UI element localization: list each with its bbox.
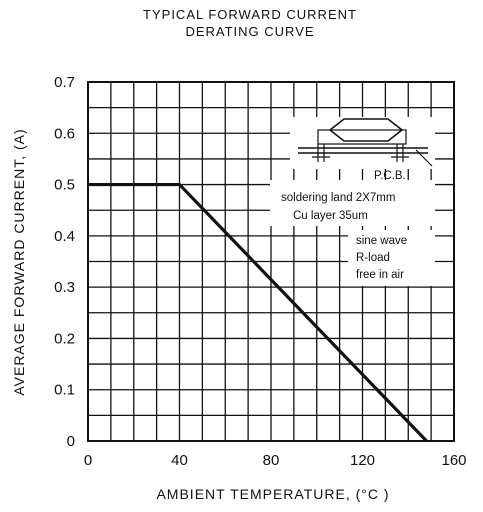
annotation-panel: P.C.B. soldering land 2X7mm Cu layer 35u… [270, 117, 435, 286]
pcb-diagram-background [290, 117, 435, 169]
y-tick-label: 0.3 [54, 279, 75, 296]
y-tick-label: 0.5 [54, 177, 75, 194]
x-tick-label: 160 [441, 452, 466, 469]
pcb-diagram-icon [298, 118, 433, 167]
chart-title-line-2: DERATING CURVE [185, 24, 314, 39]
x-tick-label: 120 [350, 452, 375, 469]
y-tick-label: 0.2 [54, 330, 75, 347]
component-leads-frame [317, 129, 407, 145]
y-tick-label: 0.6 [54, 125, 75, 142]
solder-land-note: soldering land 2X7mm [281, 192, 395, 204]
pcb-label: P.C.B. [374, 170, 406, 182]
free-air-note: free in air [356, 269, 404, 281]
x-tick-label: 80 [263, 452, 280, 469]
series-layer [88, 182, 428, 443]
plot-frame [87, 81, 455, 442]
sine-wave-note: sine wave [356, 235, 407, 247]
load-notes-background [348, 230, 435, 286]
pcb-leader-line [415, 149, 433, 167]
tick-labels: 0 40 80 120 160 0 0.1 0.2 0.3 0.4 0.5 0.6 0.7 [54, 74, 466, 469]
y-tick-label: 0 [67, 433, 75, 450]
derating-curve-line [88, 182, 428, 443]
r-load-note: R-load [356, 252, 390, 264]
cu-layer-note: Cu layer 35um [293, 210, 368, 222]
y-axis-title: AVERAGE FORWARD CURRENT, (A) [11, 128, 27, 395]
x-axis-title: AMBIENT TEMPERATURE, (°C ) [156, 486, 389, 502]
y-tick-label: 0.1 [54, 382, 75, 399]
y-tick-label: 0.4 [54, 228, 75, 245]
chart-title-line-1: TYPICAL FORWARD CURRENT [143, 7, 357, 22]
y-tick-label: 0.7 [54, 74, 75, 91]
x-tick-label: 40 [171, 452, 188, 469]
x-tick-label: 0 [84, 452, 92, 469]
pcb-notes-background [270, 180, 435, 226]
